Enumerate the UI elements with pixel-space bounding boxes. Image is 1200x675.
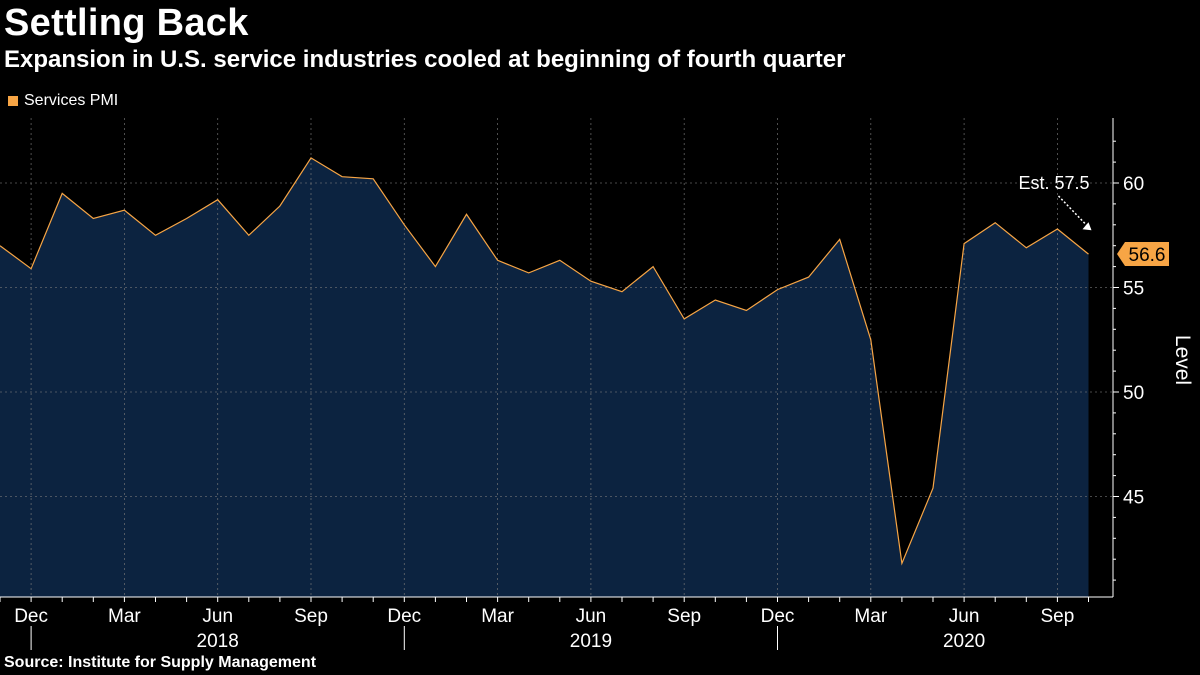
legend-label: Services PMI <box>24 92 119 109</box>
estimate-arrow-head <box>1082 222 1092 231</box>
x-tick-label: Mar <box>481 606 514 627</box>
series-line-services-pmi <box>0 157 1089 566</box>
y-tick-label: 45 <box>1123 488 1144 509</box>
y-tick-label: 60 <box>1123 174 1144 195</box>
y-axis-label: Level <box>1171 335 1194 385</box>
year-label: 2020 <box>943 631 985 652</box>
x-tick-label: Jun <box>576 606 607 627</box>
x-tick-label: Sep <box>294 606 328 627</box>
x-tick-label: Dec <box>761 606 795 627</box>
legend: Services PMI <box>8 92 118 110</box>
year-label: 2018 <box>197 631 239 652</box>
x-tick-label: Dec <box>387 606 421 627</box>
last-value-badge <box>1117 242 1169 267</box>
legend-swatch <box>8 96 18 106</box>
year-label: 2019 <box>570 631 612 652</box>
y-tick-label: 50 <box>1123 383 1144 404</box>
estimate-annotation: Est. 57.5 <box>1019 173 1090 193</box>
x-tick-label: Jun <box>202 606 233 627</box>
estimate-arrow-line <box>1057 195 1092 230</box>
x-tick-label: Mar <box>854 606 887 627</box>
area-fill <box>0 157 1089 597</box>
x-tick-label: Sep <box>1040 606 1074 627</box>
last-value-label: 56.6 <box>1129 245 1166 266</box>
x-tick-label: Sep <box>667 606 701 627</box>
x-tick-label: Mar <box>108 606 141 627</box>
source-note: Source: Institute for Supply Management <box>4 654 317 671</box>
x-tick-label: Dec <box>14 606 48 627</box>
y-tick-label: 55 <box>1123 279 1144 300</box>
chart-subtitle: Expansion in U.S. service industries coo… <box>4 46 846 73</box>
chart-title: Settling Back <box>4 2 249 44</box>
x-tick-label: Jun <box>949 606 980 627</box>
